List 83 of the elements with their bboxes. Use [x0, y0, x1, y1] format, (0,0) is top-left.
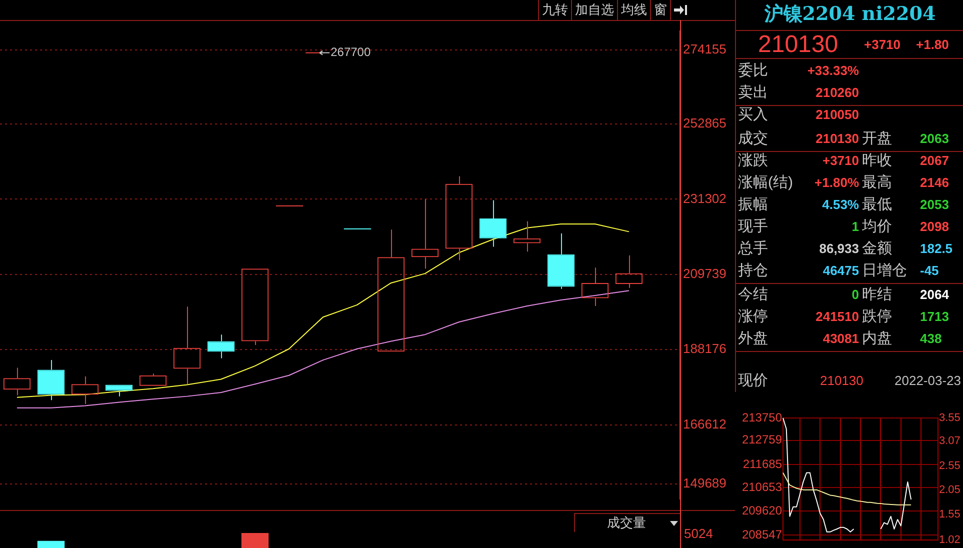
text: 日增仓 — [862, 261, 907, 280]
text: 现价 — [738, 371, 768, 390]
text: 金额 — [862, 239, 892, 258]
text: 2067 — [920, 152, 949, 170]
text: 86,933 — [819, 240, 859, 258]
text: 涨幅(结) — [738, 173, 793, 192]
candlestick — [479, 200, 507, 248]
y-tick-label: 209739 — [683, 266, 726, 282]
annotation: 267700 — [330, 45, 371, 60]
y2-tick-label: 2.05 — [939, 484, 960, 496]
y-tick-label: 149689 — [683, 475, 726, 490]
text: 成交量 — [607, 514, 646, 532]
text: 2053 — [920, 196, 949, 214]
y-tick-label: 208547 — [742, 527, 782, 542]
text: +3710 — [864, 37, 901, 52]
text: 买入 — [738, 105, 768, 124]
text: 0 — [852, 286, 859, 304]
text: 210260 — [816, 84, 859, 102]
text: 涨停 — [738, 307, 768, 326]
text: 现手 — [738, 217, 768, 236]
text: 外盘 — [738, 329, 768, 348]
text: 总手 — [738, 239, 768, 258]
text: 成交 — [738, 129, 768, 148]
text: 昨收 — [862, 151, 892, 170]
y2-tick-label: 1.55 — [939, 508, 960, 520]
y-tick-label: 210653 — [742, 480, 782, 494]
text: 241510 — [816, 308, 859, 326]
text: 均线 — [617, 0, 650, 20]
text: 振幅 — [738, 195, 768, 214]
text: 4.53% — [822, 196, 859, 214]
text: 1 — [852, 218, 859, 236]
text: 沪镍2204 ni2204 — [763, 2, 937, 27]
text: 210050 — [816, 106, 859, 124]
y-tick-label: 166612 — [683, 416, 726, 432]
text: 210130 — [820, 373, 864, 388]
text: 2146 — [920, 174, 949, 192]
text: 卖出 — [738, 83, 768, 102]
text: 跌停 — [862, 307, 892, 326]
y-tick-label: 231302 — [683, 190, 726, 206]
text: 182.5 — [920, 240, 953, 258]
text: 46475 — [822, 262, 859, 280]
text: +33.33% — [807, 62, 859, 80]
y-tick-label: 274155 — [683, 41, 726, 56]
text: 持仓 — [738, 261, 768, 280]
y-tick-label: 212759 — [742, 432, 782, 447]
text: 2022-03-23 — [894, 373, 961, 388]
text: 2063 — [920, 130, 949, 148]
candlestick — [207, 334, 235, 359]
text: 窗 — [650, 0, 670, 20]
candlestick — [37, 360, 65, 401]
text: 最高 — [862, 173, 892, 192]
y-tick-label: 188176 — [683, 341, 726, 356]
text: 210130 — [758, 31, 838, 59]
text: 最低 — [862, 195, 892, 214]
text: 涨跌 — [738, 151, 768, 170]
y-tick-label: 209620 — [742, 503, 782, 518]
text: 210130 — [816, 130, 859, 148]
text: -45 — [920, 262, 939, 280]
text: 均价 — [862, 217, 892, 236]
y2-tick-label: 1.02 — [939, 534, 960, 546]
y2-tick-label: 2.55 — [939, 460, 960, 472]
text: 438 — [920, 330, 942, 348]
text: 1713 — [920, 308, 949, 326]
text: 委比 — [738, 61, 768, 80]
text: +1.80 — [916, 37, 949, 52]
text: 5024 — [684, 526, 713, 541]
text: 昨结 — [862, 285, 892, 304]
y-tick-label: 213750 — [742, 410, 782, 424]
text: 九转 — [538, 0, 571, 20]
y-tick-label: 211685 — [742, 456, 782, 471]
y-tick-label: 252865 — [683, 116, 726, 131]
text: 今结 — [738, 285, 768, 304]
text: 43081 — [822, 330, 859, 348]
text: 2098 — [920, 218, 949, 236]
text: +1.80% — [814, 174, 859, 192]
y2-tick-label: 3.07 — [939, 435, 960, 448]
text: 内盘 — [862, 329, 892, 348]
text: +3710 — [822, 152, 859, 170]
text: 2064 — [920, 286, 949, 304]
text: 开盘 — [862, 129, 892, 148]
y2-tick-label: 3.55 — [939, 412, 960, 424]
candlestick — [547, 232, 575, 290]
text: 加自选 — [571, 0, 617, 20]
